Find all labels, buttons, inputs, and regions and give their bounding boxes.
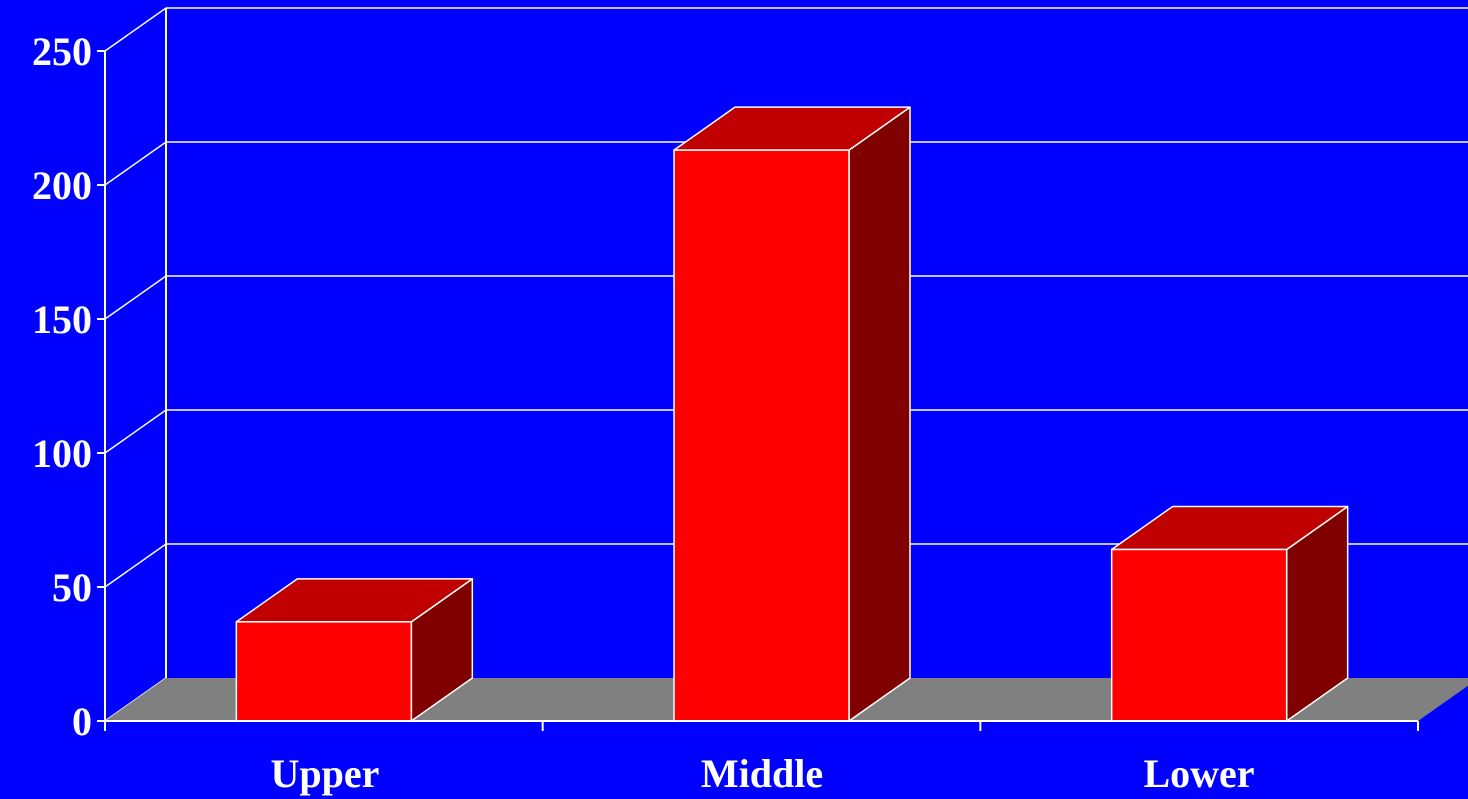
axis-layer: [97, 50, 1419, 731]
bar-front-face: [673, 149, 850, 722]
bars-layer: [235, 106, 1349, 722]
y-tick-label: 50: [52, 565, 92, 610]
gridline-diagonal: [104, 543, 167, 588]
bar-middle: [673, 106, 911, 722]
y-tick-label: 250: [32, 29, 92, 74]
y-tick-label: 100: [32, 431, 92, 476]
gridline-diagonal: [104, 141, 167, 186]
y-tick-label: 0: [72, 699, 92, 744]
x-category-label: Upper: [271, 751, 380, 796]
bar-lower: [1110, 505, 1349, 722]
bar-front-face: [235, 621, 413, 722]
bar-upper: [235, 578, 474, 722]
y-tick-label: 200: [32, 163, 92, 208]
x-category-label: Lower: [1143, 751, 1254, 796]
bar-front-face: [1110, 548, 1288, 722]
gridline-diagonal: [104, 275, 167, 320]
gridline-diagonal: [104, 409, 167, 454]
labels-layer: 0 50 100 150 200 250 Upper Middle Lower: [32, 29, 1255, 796]
gridline-diagonal: [104, 7, 167, 52]
bar-side-face: [848, 106, 911, 722]
x-category-label: Middle: [701, 751, 823, 796]
y-tick-label: 150: [32, 297, 92, 342]
